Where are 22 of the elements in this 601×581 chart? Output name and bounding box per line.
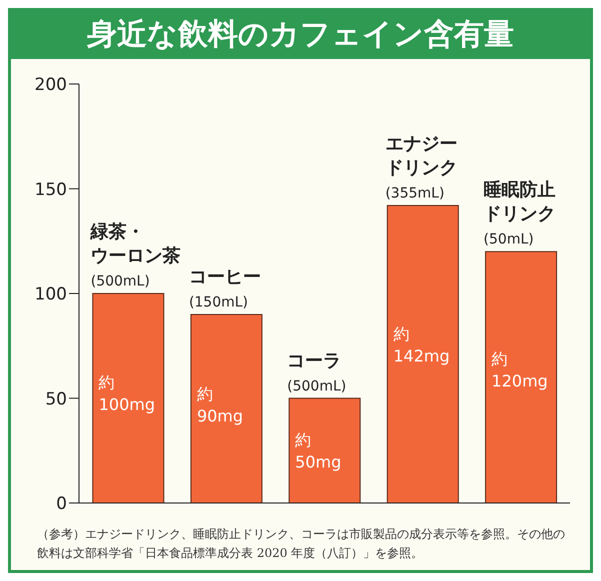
x-tick-label: コーヒー(150mL): [188, 266, 261, 310]
bar: [190, 314, 262, 503]
text: （参考）エナジードリンク、睡眠防止ドリンク、コーラは市販製品の成分表示等を参照。その他の飲料は文部科学省「日本食品標準成分表 2020 年度（八訂）」を参照。: [37, 526, 566, 562]
y-tick-label: 0: [56, 494, 67, 514]
y-tick-label: 100: [34, 284, 67, 305]
bar: [92, 293, 164, 503]
y-tick-label: 50: [45, 389, 67, 410]
data-label: 約 50mg: [295, 430, 342, 472]
x-tick-label: 睡眠防止ドリンク(50mL): [484, 180, 556, 248]
x-tick-label: エナジードリンク(355mL): [385, 134, 458, 202]
y-tick-label: 200: [34, 75, 67, 96]
x-tick-label: 緑茶・ウーロン茶(500mL): [90, 222, 181, 290]
bar: [386, 205, 459, 503]
data-label: 約 120mg: [492, 350, 548, 391]
y-tick-label: 150: [34, 180, 67, 200]
data-label: 約 142mg: [393, 324, 450, 366]
data-label: 約 90mg: [196, 384, 244, 426]
x-tick-label: コーラ(500mL): [287, 350, 346, 394]
bar: [288, 398, 361, 503]
data-label: 約 100mg: [98, 372, 156, 414]
chart-title: 身近な飲料のカフェイン含有量: [11, 11, 590, 59]
bar: [485, 251, 558, 503]
